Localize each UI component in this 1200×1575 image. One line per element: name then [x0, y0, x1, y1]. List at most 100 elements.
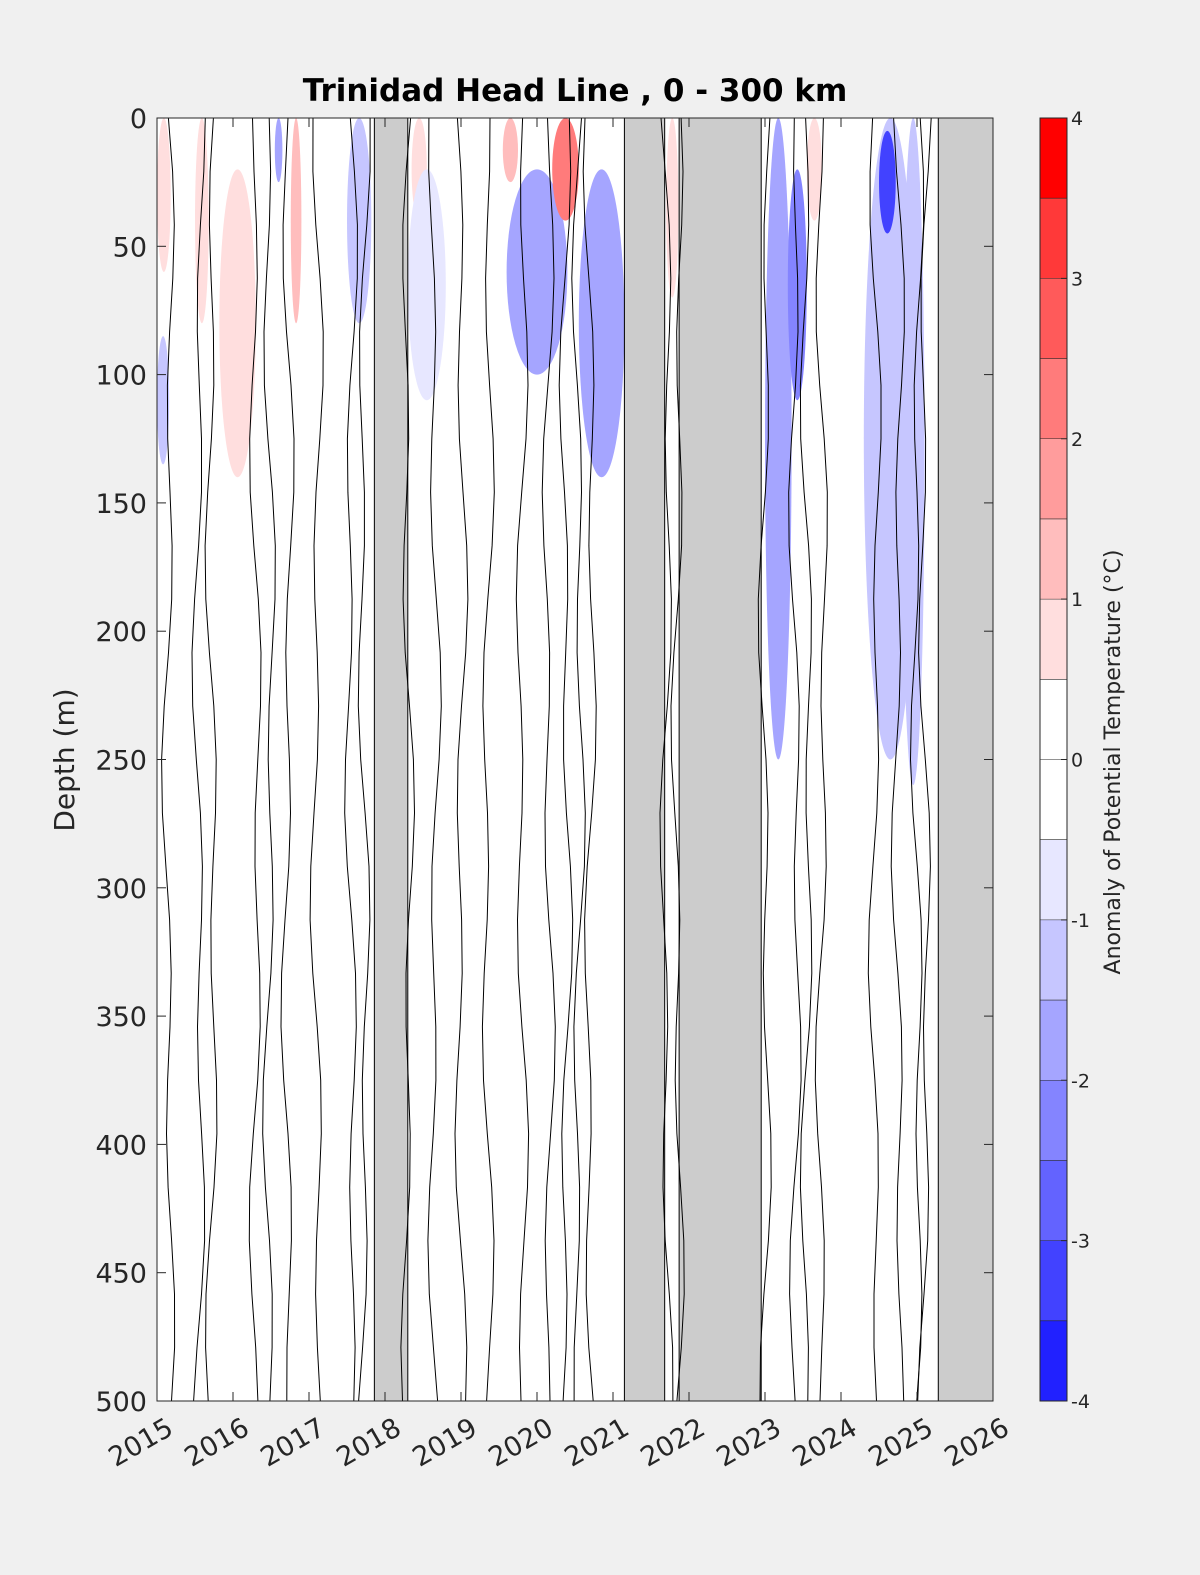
y-axis: 0 50 100 150 200 250 300 350 400 450 500	[95, 104, 993, 1418]
y-tick-label-300: 300	[95, 874, 147, 905]
no-data-region-1	[623, 117, 666, 1402]
contour-line-7	[344, 118, 358, 1401]
contour-line-4	[262, 118, 276, 1401]
x-tick-label-2020: 2020	[483, 1412, 558, 1473]
colorbar-band-10	[1040, 518, 1067, 600]
colorbar-tick-label-1: -3	[1071, 1231, 1090, 1253]
contour-line-24	[867, 118, 882, 1401]
y-tick-label-100: 100	[95, 361, 147, 392]
contour-line-14	[541, 118, 556, 1401]
contour-line-2	[204, 118, 218, 1401]
contour-line-6	[309, 118, 324, 1401]
colorbar-band-13	[1040, 278, 1067, 359]
colorbar-tick-label-0: -4	[1071, 1391, 1090, 1413]
colorbar-band-9	[1040, 599, 1067, 680]
y-tick-label-250: 250	[95, 746, 147, 777]
colorbar-band-5	[1040, 919, 1067, 1001]
plot-area	[157, 118, 993, 1401]
anomaly-patch-13	[552, 118, 579, 221]
anomaly-patch-11	[502, 118, 518, 183]
x-tick-label-2018: 2018	[331, 1412, 406, 1473]
contour-line-23	[814, 118, 828, 1401]
anomaly-patch-4	[219, 579, 227, 1119]
contour-line-13	[515, 118, 530, 1401]
colorbar-band-1	[1040, 1240, 1067, 1321]
x-tick-label-2016: 2016	[179, 1412, 254, 1473]
chart-title: Trinidad Head Line , 0 - 300 km	[303, 73, 848, 109]
colorbar-band-15	[1040, 118, 1067, 199]
colorbar-tick-label-2: -2	[1071, 1070, 1090, 1092]
anomaly-patch-0	[157, 118, 171, 272]
y-tick-label-0: 0	[130, 104, 147, 135]
contour-line-26	[909, 118, 925, 1401]
x-tick-label-2022: 2022	[635, 1412, 710, 1473]
colorbar: -4 -3 -2 -1 0 1 2 3 4	[1039, 108, 1090, 1413]
colorbar-band-12	[1040, 358, 1067, 439]
y-tick-label-350: 350	[95, 1002, 147, 1033]
no-data-region-3	[937, 117, 994, 1402]
colorbar-band-0	[1040, 1320, 1067, 1401]
contour-line-10	[427, 118, 442, 1401]
x-tick-label-2025: 2025	[863, 1412, 938, 1473]
contour-line-22	[799, 118, 813, 1401]
colorbar-band-4	[1040, 1000, 1067, 1081]
contour-line-9	[400, 118, 416, 1401]
contour-line-5	[280, 118, 295, 1401]
anomaly-patch-16	[765, 118, 792, 760]
contour-line-18	[659, 118, 674, 1401]
anomaly-patch-1	[157, 336, 170, 465]
y-tick-label-50: 50	[113, 232, 147, 263]
colorbar-tick-label-4: 0	[1071, 750, 1083, 772]
colorbar-band-8	[1040, 679, 1067, 760]
contour-lines	[161, 118, 932, 1401]
anomaly-patch-14	[578, 169, 625, 478]
contour-line-11	[454, 118, 469, 1401]
y-tick-label-500: 500	[95, 1387, 147, 1418]
y-tick-label-150: 150	[95, 489, 147, 520]
colorbar-band-2	[1040, 1160, 1067, 1241]
anomaly-patch-3	[219, 169, 256, 478]
contour-line-16	[571, 118, 586, 1401]
x-tick-label-2019: 2019	[407, 1412, 482, 1473]
x-tick-label-2015: 2015	[103, 1412, 178, 1473]
contour-line-17	[582, 118, 597, 1401]
no-data-region-0	[373, 117, 409, 1402]
contour-line-25	[890, 118, 905, 1401]
anomaly-patch-10	[415, 502, 427, 734]
anomaly-patch-19	[822, 785, 830, 1222]
contour-line-3	[248, 118, 262, 1401]
colorbar-tick-label-5: 1	[1071, 589, 1083, 611]
contour-line-15	[558, 118, 574, 1401]
anomaly-patch-6	[290, 118, 302, 324]
x-tick-label-2023: 2023	[711, 1412, 786, 1473]
contour-line-27	[917, 118, 932, 1401]
colorbar-label: Anomaly of Potential Temperature (°C)	[1101, 550, 1126, 975]
colorbar-band-6	[1040, 839, 1067, 920]
contour-line-20	[757, 118, 772, 1401]
colorbar-band-3	[1040, 1080, 1067, 1161]
x-tick-label-2021: 2021	[559, 1412, 634, 1473]
contour-line-12	[481, 118, 495, 1401]
y-axis-label: Depth (m)	[48, 688, 81, 831]
contour-line-8	[357, 118, 371, 1401]
anomaly-patch-7	[347, 118, 372, 324]
colorbar-band-14	[1040, 198, 1067, 279]
x-tick-label-2017: 2017	[255, 1412, 330, 1473]
anomaly-patch-21	[879, 130, 896, 234]
colorbar-tick-label-7: 3	[1071, 268, 1083, 290]
colorbar-band-11	[1040, 438, 1067, 519]
contour-line-1	[191, 118, 206, 1401]
contour-line-19	[670, 118, 685, 1401]
no-data-regions	[373, 117, 994, 1402]
anomaly-patch-9	[407, 169, 446, 401]
anomaly-patch-18	[806, 118, 823, 221]
x-tick-label-2026: 2026	[939, 1412, 1014, 1473]
no-data-region-2	[678, 117, 762, 1402]
anomaly-patch-15	[666, 118, 679, 298]
anomaly-patch-5	[274, 118, 283, 183]
y-tick-label-400: 400	[95, 1130, 147, 1161]
y-tick-label-450: 450	[95, 1259, 147, 1290]
colorbar-tick-label-8: 4	[1071, 108, 1083, 130]
colorbar-tick-label-3: -1	[1071, 910, 1090, 932]
